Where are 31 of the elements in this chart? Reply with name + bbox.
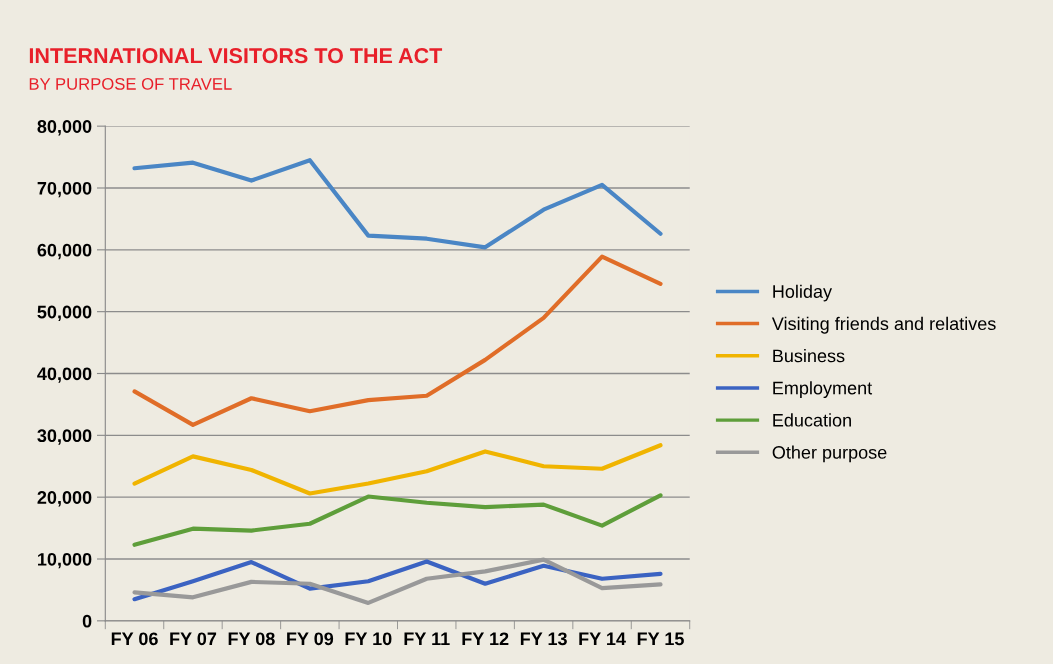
- chart-title: INTERNATIONAL VISITORS TO THE ACT: [29, 48, 443, 64]
- line-series: [132, 158, 663, 250]
- x-tick-label: FY 15: [637, 632, 684, 646]
- legend-label: Other purpose: [772, 445, 887, 463]
- line-series: [132, 493, 663, 547]
- x-tick-label: FY 08: [228, 632, 275, 646]
- y-tick-label: 30,000: [37, 429, 92, 445]
- line-series: [132, 254, 663, 427]
- legend-label: Visiting friends and relatives: [771, 316, 996, 334]
- line-series: [132, 443, 663, 496]
- legend-label: Education: [773, 413, 851, 427]
- x-tick-label: FY 06: [111, 632, 158, 646]
- y-tick-label: 0: [82, 614, 92, 628]
- x-tick-label: FY 07: [170, 632, 217, 646]
- legend-label: Employment: [773, 381, 873, 398]
- y-tick-label: 80,000: [37, 120, 92, 136]
- y-tick-label: 10,000: [38, 552, 92, 569]
- y-tick-label: 40,000: [37, 367, 92, 383]
- x-tick-label: FY 14: [579, 632, 626, 646]
- y-tick-label: 70,000: [37, 181, 92, 198]
- x-tick-label: FY 09: [287, 632, 334, 646]
- x-tick-label: FY 11: [404, 632, 450, 646]
- legend-label: Business: [773, 349, 845, 363]
- x-tick-label: FY 13: [520, 632, 567, 646]
- y-tick-label: 20,000: [37, 491, 92, 507]
- y-tick-label: 50,000: [37, 305, 92, 321]
- x-tick-label: FY 10: [345, 632, 392, 646]
- y-tick-label: 60,000: [37, 243, 92, 260]
- x-tick-label: FY 12: [462, 632, 509, 646]
- legend-label: Holiday: [773, 284, 832, 302]
- chart-subtitle: BY PURPOSE OF TRAVEL: [29, 78, 232, 90]
